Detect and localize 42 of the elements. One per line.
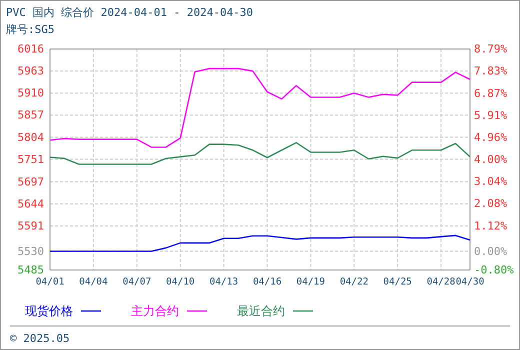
y-tick-label: 5697 [18,175,44,188]
y2-tick-label: 1.12% [474,219,508,232]
x-tick-label: 04/30 [456,276,485,288]
y2-tick-label: 0.00% [474,245,508,258]
x-tick-label: 04/13 [209,276,238,288]
line-series [49,142,471,165]
x-tick-label: 04/04 [79,276,108,288]
y2-tick-label: 8.79% [474,42,508,56]
y-tick-label: 5857 [18,108,44,122]
x-tick-label: 04/19 [296,276,326,288]
y-tick-label: 5644 [18,197,44,210]
y-tick-label: 5485 [18,264,44,277]
line-series [49,234,471,252]
y2-tick-label: 2.08% [474,197,508,210]
x-tick-label: 04/28 [426,276,456,288]
legend-label: 现货价格 [25,304,73,318]
y2-tick-label: 4.00% [474,152,508,166]
legend-label: 主力合约 [131,304,179,318]
y-tick-label: 5751 [18,152,44,166]
y2-tick-label: 7.83% [474,64,508,78]
y-tick-label: 5591 [18,219,44,232]
y-tick-label: 5804 [18,130,44,144]
y-tick-label: 6016 [18,42,44,56]
line-series [49,68,471,148]
x-tick-label: 04/16 [252,276,282,288]
legend-label: 最近合约 [237,304,285,318]
y-tick-label: 5530 [18,244,44,258]
x-tick-label: 04/01 [36,276,65,288]
x-tick-label: 04/22 [340,276,368,288]
y2-tick-label: 4.96% [474,130,508,144]
y2-tick-label: 6.87% [474,86,508,100]
y2-tick-label: 3.04% [474,175,508,188]
chart-title: PVC 国内 综合价 2024-04-01 - 2024-04-30 [6,6,254,19]
x-tick-label: 04/10 [166,276,195,288]
y2-tick-label: -0.80% [474,264,514,277]
x-tick-label: 04/25 [383,276,412,288]
chart-subtitle: 牌号:SG5 [6,23,54,36]
y2-tick-label: 5.91% [474,108,508,122]
y-tick-label: 5910 [18,86,44,100]
x-tick-label: 04/07 [122,276,152,288]
y-tick-label: 5963 [18,64,44,78]
text: © 2025.05 [10,332,70,345]
